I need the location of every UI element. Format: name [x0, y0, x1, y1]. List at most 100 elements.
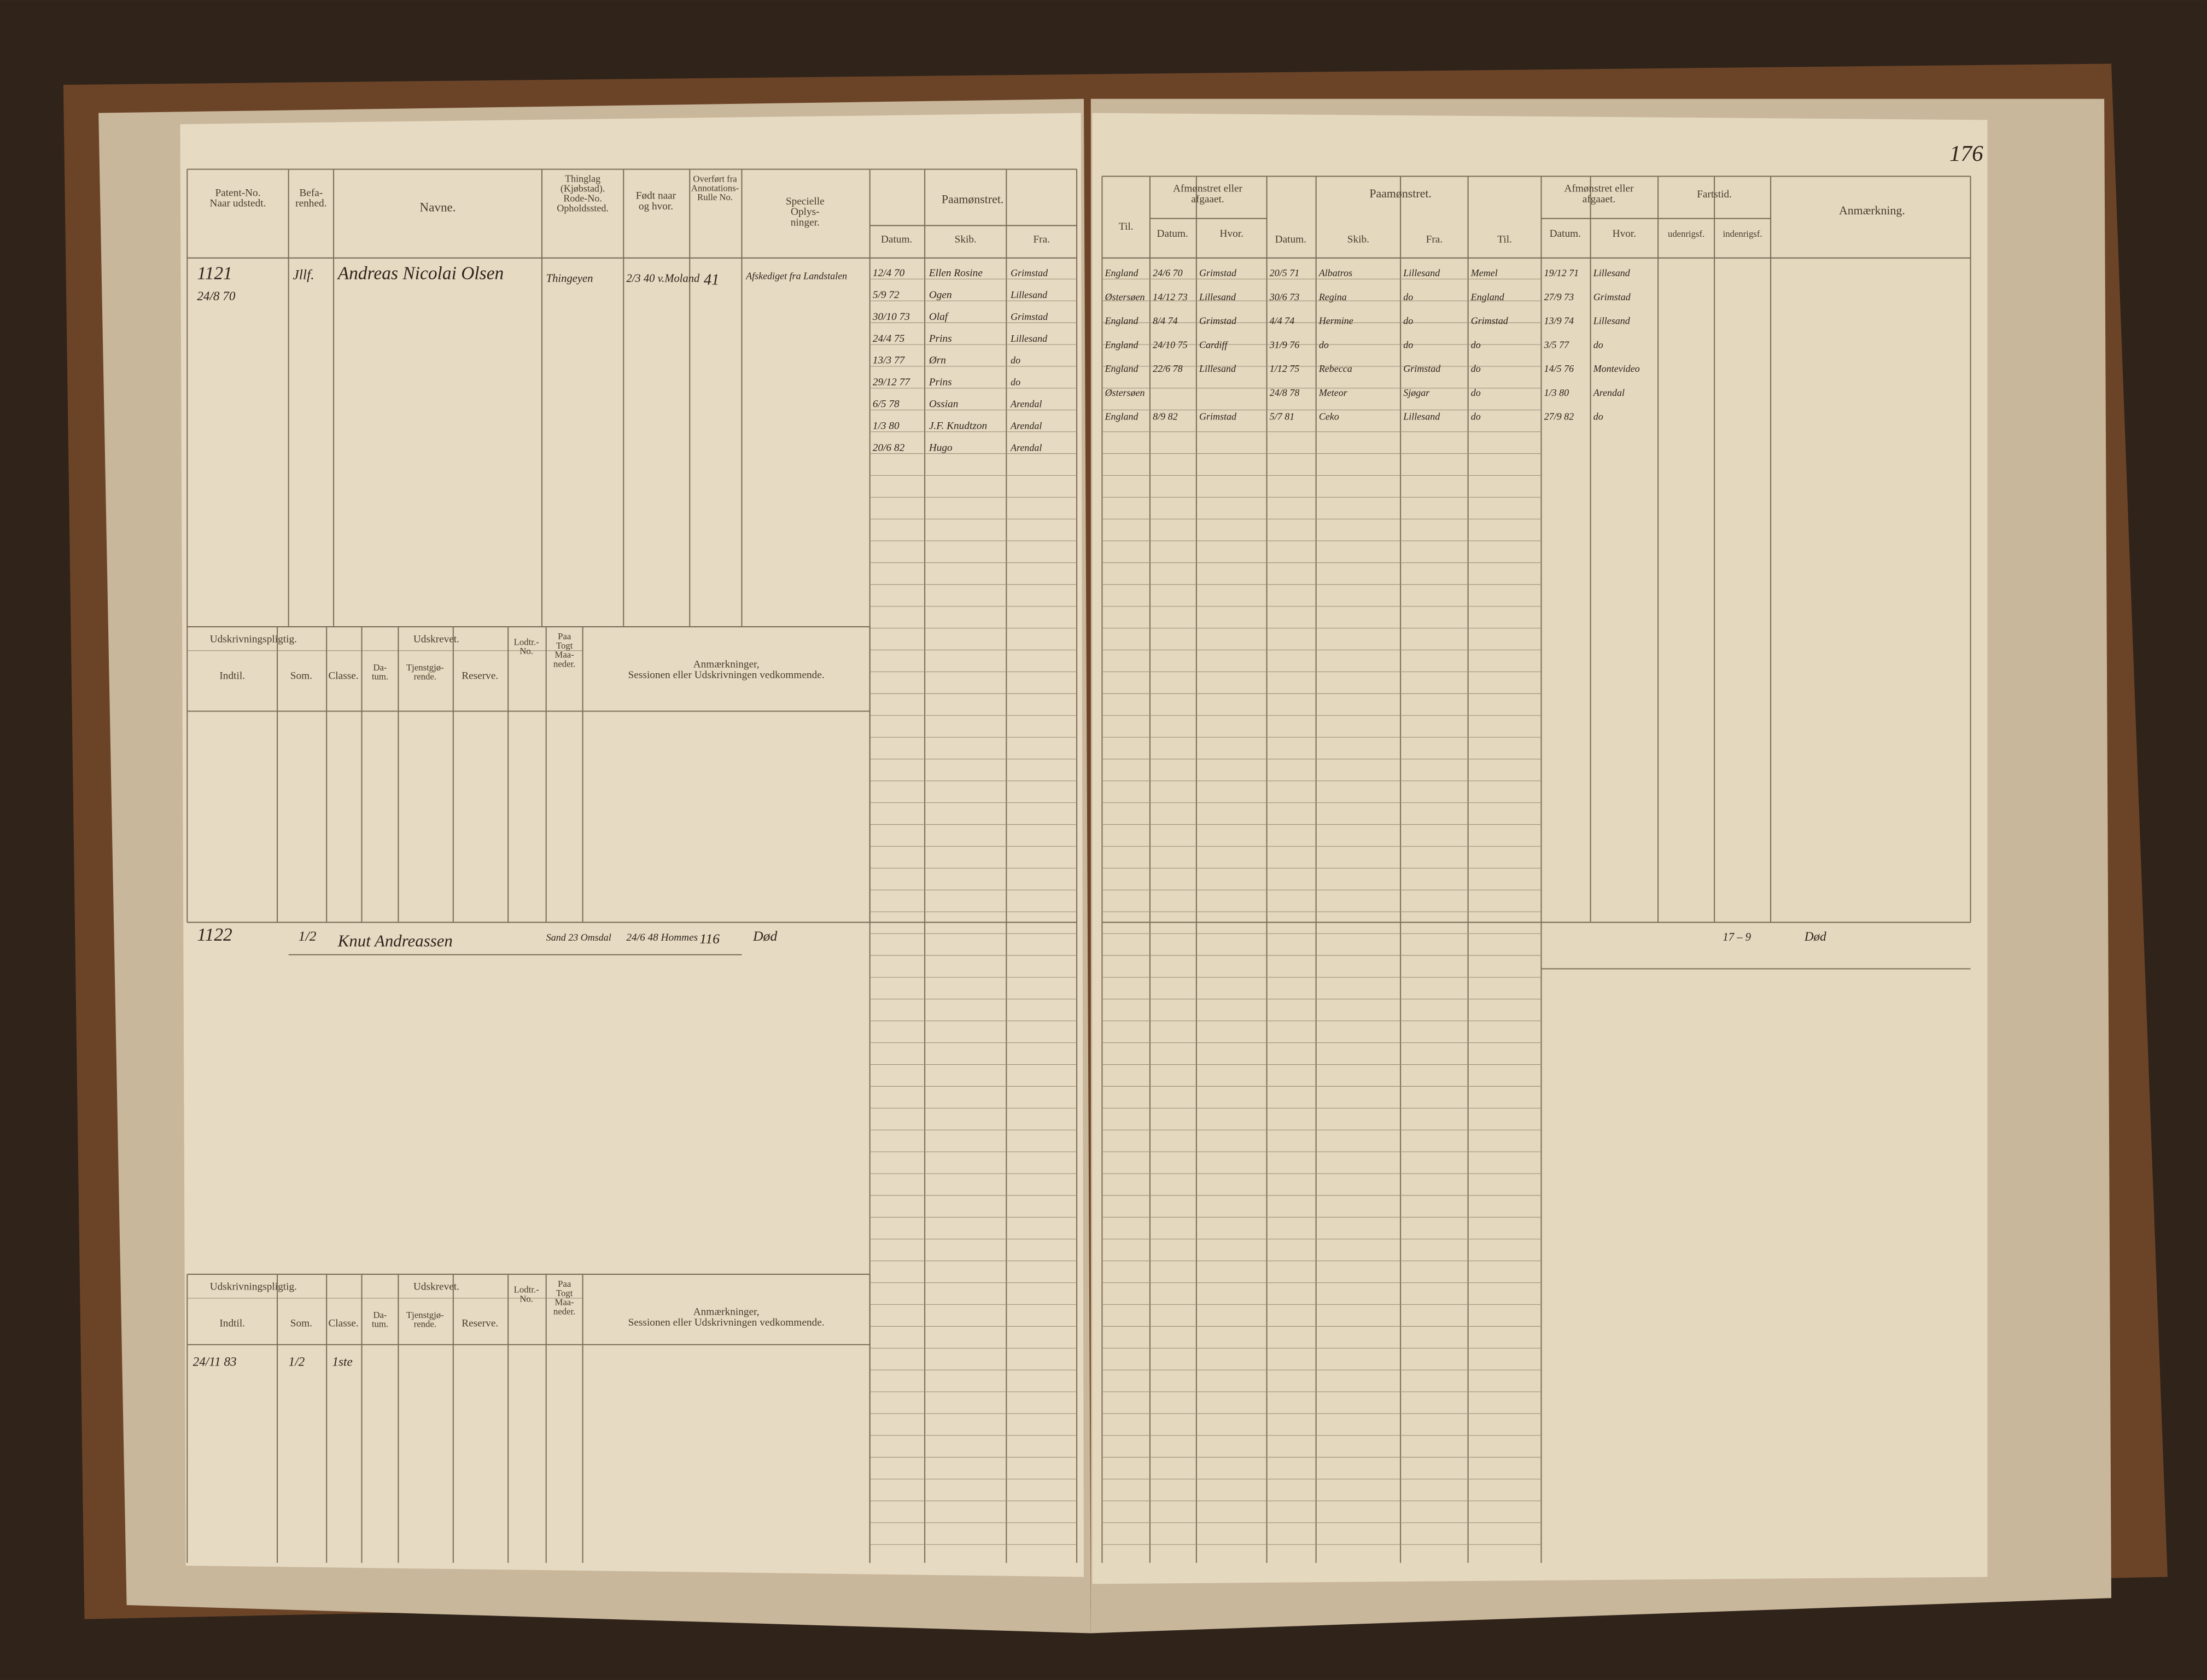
handwriting: Montevideo	[1593, 363, 1640, 374]
handwriting: 19/12 71	[1544, 267, 1579, 278]
column-header: rende.	[414, 672, 436, 682]
column-header: Annotations-	[691, 183, 739, 193]
handwriting: do	[1011, 377, 1020, 388]
handwriting: 30/6 73	[1269, 291, 1300, 302]
handwriting: 41	[704, 272, 719, 289]
column-header: Classe.	[328, 670, 358, 681]
column-header: Fartstid.	[1697, 189, 1732, 200]
column-header: Anmærkninger,	[693, 659, 760, 670]
handwriting: Meteor	[1318, 387, 1348, 398]
handwriting: Cardiff	[1199, 339, 1229, 350]
handwriting: England	[1105, 316, 1139, 326]
handwriting: England	[1105, 363, 1139, 374]
column-header: Anmærkning.	[1839, 204, 1905, 217]
column-header: renhed.	[295, 198, 326, 209]
handwriting: Arendal	[1010, 399, 1042, 410]
handwriting: Hugo	[929, 442, 953, 453]
column-header: Oplys-	[791, 206, 820, 218]
handwriting: Grimstad	[1199, 411, 1237, 422]
handwriting: 1/3 80	[873, 420, 900, 431]
handwriting: Grimstad	[1403, 363, 1441, 374]
handwriting: 27/9 73	[1544, 291, 1574, 302]
column-header: (Kjøbstad).	[560, 183, 605, 195]
handwriting: Lillesand	[1010, 333, 1048, 344]
handwriting: Jllf.	[293, 266, 314, 282]
handwriting: 8/4 74	[1153, 316, 1178, 326]
column-header: udenrigsf.	[1668, 229, 1704, 239]
column-header: Som.	[290, 1317, 312, 1329]
handwriting: do	[1011, 355, 1020, 366]
handwriting: Albatros	[1318, 267, 1352, 278]
page-number: 176	[1949, 141, 1983, 166]
handwriting: Grimstad	[1011, 311, 1048, 322]
handwriting: do	[1471, 363, 1481, 374]
column-header: Udskrivningspligtig.	[210, 633, 297, 645]
column-header: Skib.	[1347, 234, 1369, 245]
column-header: afgaaet.	[1583, 194, 1616, 205]
handwriting: do	[1403, 316, 1413, 326]
column-header: Paamønstret.	[1369, 187, 1432, 200]
handwriting: Grimstad	[1593, 291, 1631, 302]
handwriting: Ellen Rosine	[929, 267, 983, 279]
column-header: Datum.	[1550, 228, 1581, 240]
column-header: Afmønstret eller	[1564, 183, 1634, 195]
handwriting: Lillesand	[1199, 363, 1236, 374]
handwriting: 24/10 75	[1153, 339, 1188, 350]
column-header: Opholdssted.	[557, 203, 609, 214]
column-header: tum.	[372, 672, 388, 682]
handwriting: Lillesand	[1199, 291, 1236, 302]
handwriting: do	[1593, 411, 1603, 422]
column-header: Specielle	[786, 196, 825, 207]
handwriting: England	[1105, 339, 1139, 350]
handwriting: Ogen	[929, 289, 952, 301]
column-header: Paamønstret.	[942, 192, 1004, 206]
handwriting: Sjøgar	[1403, 387, 1430, 398]
column-header: Da-	[373, 1310, 387, 1320]
handwriting: 1/12 75	[1270, 363, 1300, 374]
handwriting: Olaf	[929, 311, 949, 323]
handwriting: 5/9 72	[873, 289, 900, 301]
column-header: Lodtr.-	[514, 1285, 539, 1295]
handwriting: 1ste	[332, 1355, 352, 1369]
column-header: Afmønstret eller	[1173, 183, 1243, 195]
column-header: Paa	[558, 1279, 571, 1289]
handwriting: 24/8 70	[197, 289, 236, 304]
column-header: Togt	[556, 640, 573, 651]
handwriting: do	[1319, 339, 1329, 350]
handwriting: 20/5 71	[1270, 267, 1300, 278]
handwriting: 24/6 70	[1153, 267, 1183, 278]
column-header: Udskrivningspligtig.	[210, 1281, 297, 1292]
column-header: Patent-No.	[215, 187, 260, 199]
handwriting: 24/8 78	[1270, 387, 1300, 398]
column-header: Til.	[1497, 234, 1512, 245]
ruled-lines	[186, 168, 1971, 1563]
column-header: Navne.	[419, 201, 456, 215]
handwriting: Ørn	[929, 355, 946, 366]
handwriting: Knut Andreassen	[337, 931, 453, 950]
handwriting: England	[1470, 291, 1505, 302]
handwriting: 22/6 78	[1153, 363, 1183, 374]
column-header: Togt	[556, 1288, 573, 1298]
handwriting: Arendal	[1593, 387, 1625, 398]
handwriting: 29/12 77	[873, 377, 910, 388]
handwriting: do	[1593, 339, 1603, 350]
handwriting: Andreas Nicolai Olsen	[337, 263, 504, 283]
column-header: Classe.	[328, 1317, 358, 1329]
handwriting: 24/11 83	[193, 1355, 237, 1369]
column-header: Naar udstedt.	[210, 198, 266, 209]
column-header: afgaaet.	[1191, 194, 1224, 205]
handwriting: 116	[699, 931, 720, 947]
handwriting: Sand 23 Omsdal	[546, 932, 611, 943]
handwriting: Østersøen	[1105, 291, 1145, 302]
column-header: Datum.	[1275, 234, 1306, 245]
handwriting: Lillesand	[1403, 411, 1440, 422]
handwriting: England	[1105, 267, 1139, 278]
handwriting: do	[1403, 339, 1413, 350]
column-header: Tjenstgjø-	[406, 1310, 444, 1320]
handwriting: 8/9 82	[1153, 411, 1178, 422]
column-header: Indtil.	[219, 670, 245, 681]
handwriting: do	[1403, 291, 1413, 302]
handwriting: Grimstad	[1011, 267, 1048, 278]
column-header: Befa-	[299, 187, 323, 199]
handwriting: 1121	[197, 263, 232, 283]
